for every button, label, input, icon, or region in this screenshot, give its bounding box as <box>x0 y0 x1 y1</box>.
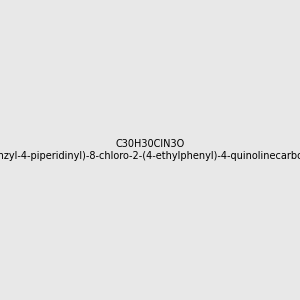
Text: C30H30ClN3O
N-(1-benzyl-4-piperidinyl)-8-chloro-2-(4-ethylphenyl)-4-quinolinecar: C30H30ClN3O N-(1-benzyl-4-piperidinyl)-8… <box>0 139 300 161</box>
